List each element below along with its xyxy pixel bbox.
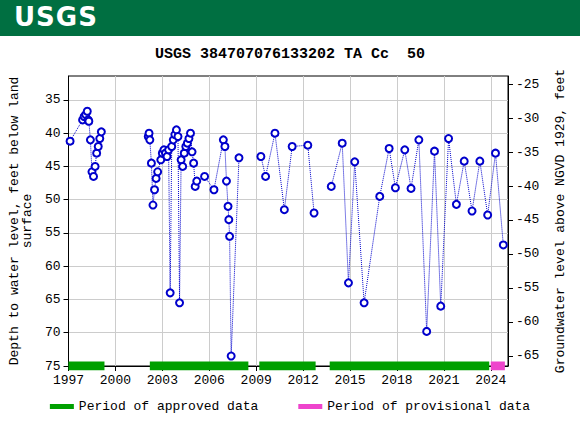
svg-text:surface: surface [20,194,35,249]
svg-text:1997: 1997 [53,373,84,388]
svg-text:35: 35 [45,92,61,107]
svg-text:40: 40 [45,126,61,141]
svg-text:2021: 2021 [428,373,459,388]
svg-text:2018: 2018 [381,373,412,388]
svg-text:50: 50 [45,192,61,207]
svg-text:2024: 2024 [475,373,506,388]
svg-text:-35: -35 [516,145,539,160]
svg-text:2012: 2012 [288,373,319,388]
svg-text:-45: -45 [516,212,539,227]
svg-text:-65: -65 [516,348,539,363]
svg-text:2015: 2015 [334,373,365,388]
svg-text:-30: -30 [516,111,539,126]
svg-text:60: 60 [45,259,61,274]
svg-text:-55: -55 [516,280,539,295]
svg-text:2000: 2000 [100,373,131,388]
svg-text:45: 45 [45,159,61,174]
svg-text:65: 65 [45,292,61,307]
svg-text:-40: -40 [516,179,539,194]
svg-text:-50: -50 [516,246,539,261]
svg-text:2006: 2006 [194,373,225,388]
svg-text:2009: 2009 [241,373,272,388]
svg-text:Period of provisional data: Period of provisional data [327,399,530,414]
svg-text:Groundwater level above NGVD 1: Groundwater level above NGVD 1929, feet [553,69,568,373]
svg-text:2003: 2003 [147,373,178,388]
svg-text:Period of approved data: Period of approved data [79,399,259,414]
svg-text:-25: -25 [516,77,539,92]
html-text:USGS: USGS [14,2,98,32]
svg-text:Depth to water level, feet bel: Depth to water level, feet below land [7,76,22,366]
svg-text:70: 70 [45,325,61,340]
svg-text:55: 55 [45,225,61,240]
svg-text:USGS 384707076133202 TA Cc 50: USGS 384707076133202 TA Cc 50 [155,46,425,63]
svg-text:-60: -60 [516,314,539,329]
svg-text:75: 75 [45,359,61,374]
